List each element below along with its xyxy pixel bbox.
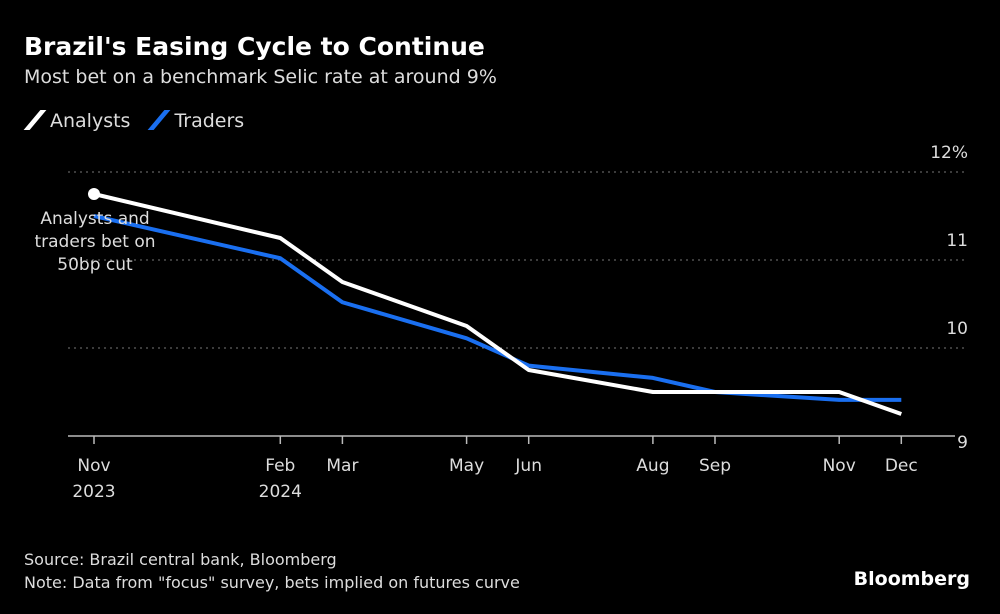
series-line-analysts [93, 192, 902, 416]
series-line-traders [93, 214, 902, 402]
legend-label-analysts: Analysts [50, 110, 131, 132]
annotation-text: traders bet on [34, 232, 155, 252]
x-tick-label: May [449, 456, 484, 476]
annotation-marker [88, 188, 100, 200]
legend: Analysts Traders [23, 110, 244, 132]
x-tick-label-year: 2023 [72, 482, 115, 502]
footnote: Note: Data from "focus" survey, bets imp… [24, 573, 520, 592]
legend-label-traders: Traders [174, 110, 245, 132]
x-tick-label: Mar [326, 456, 358, 476]
x-tick-label: Nov [77, 456, 110, 476]
x-tick-label: Aug [636, 456, 669, 476]
x-tick-label: Jun [514, 456, 542, 476]
annotation-text: 50bp cut [57, 255, 133, 275]
x-tick-label: Nov [823, 456, 856, 476]
x-tick-label: Dec [885, 456, 918, 476]
x-tick-label: Feb [265, 456, 295, 476]
source-note: Source: Brazil central bank, Bloomberg [24, 550, 337, 569]
annotation-text: Analysts and [40, 209, 149, 229]
legend-item-traders: Traders [148, 110, 244, 132]
bloomberg-logo: Bloomberg [853, 568, 970, 590]
y-tick-label: 9 [957, 433, 968, 453]
y-tick-label: 10 [946, 319, 968, 339]
y-tick-label: 12% [930, 143, 968, 163]
chart-subtitle: Most bet on a benchmark Selic rate at ar… [24, 66, 497, 88]
x-tick-label-year: 2024 [259, 482, 302, 502]
y-tick-label: 11 [946, 231, 968, 251]
x-tick-label: Sep [699, 456, 731, 476]
chart-title: Brazil's Easing Cycle to Continue [24, 32, 485, 61]
legend-item-analysts: Analysts [23, 110, 131, 132]
